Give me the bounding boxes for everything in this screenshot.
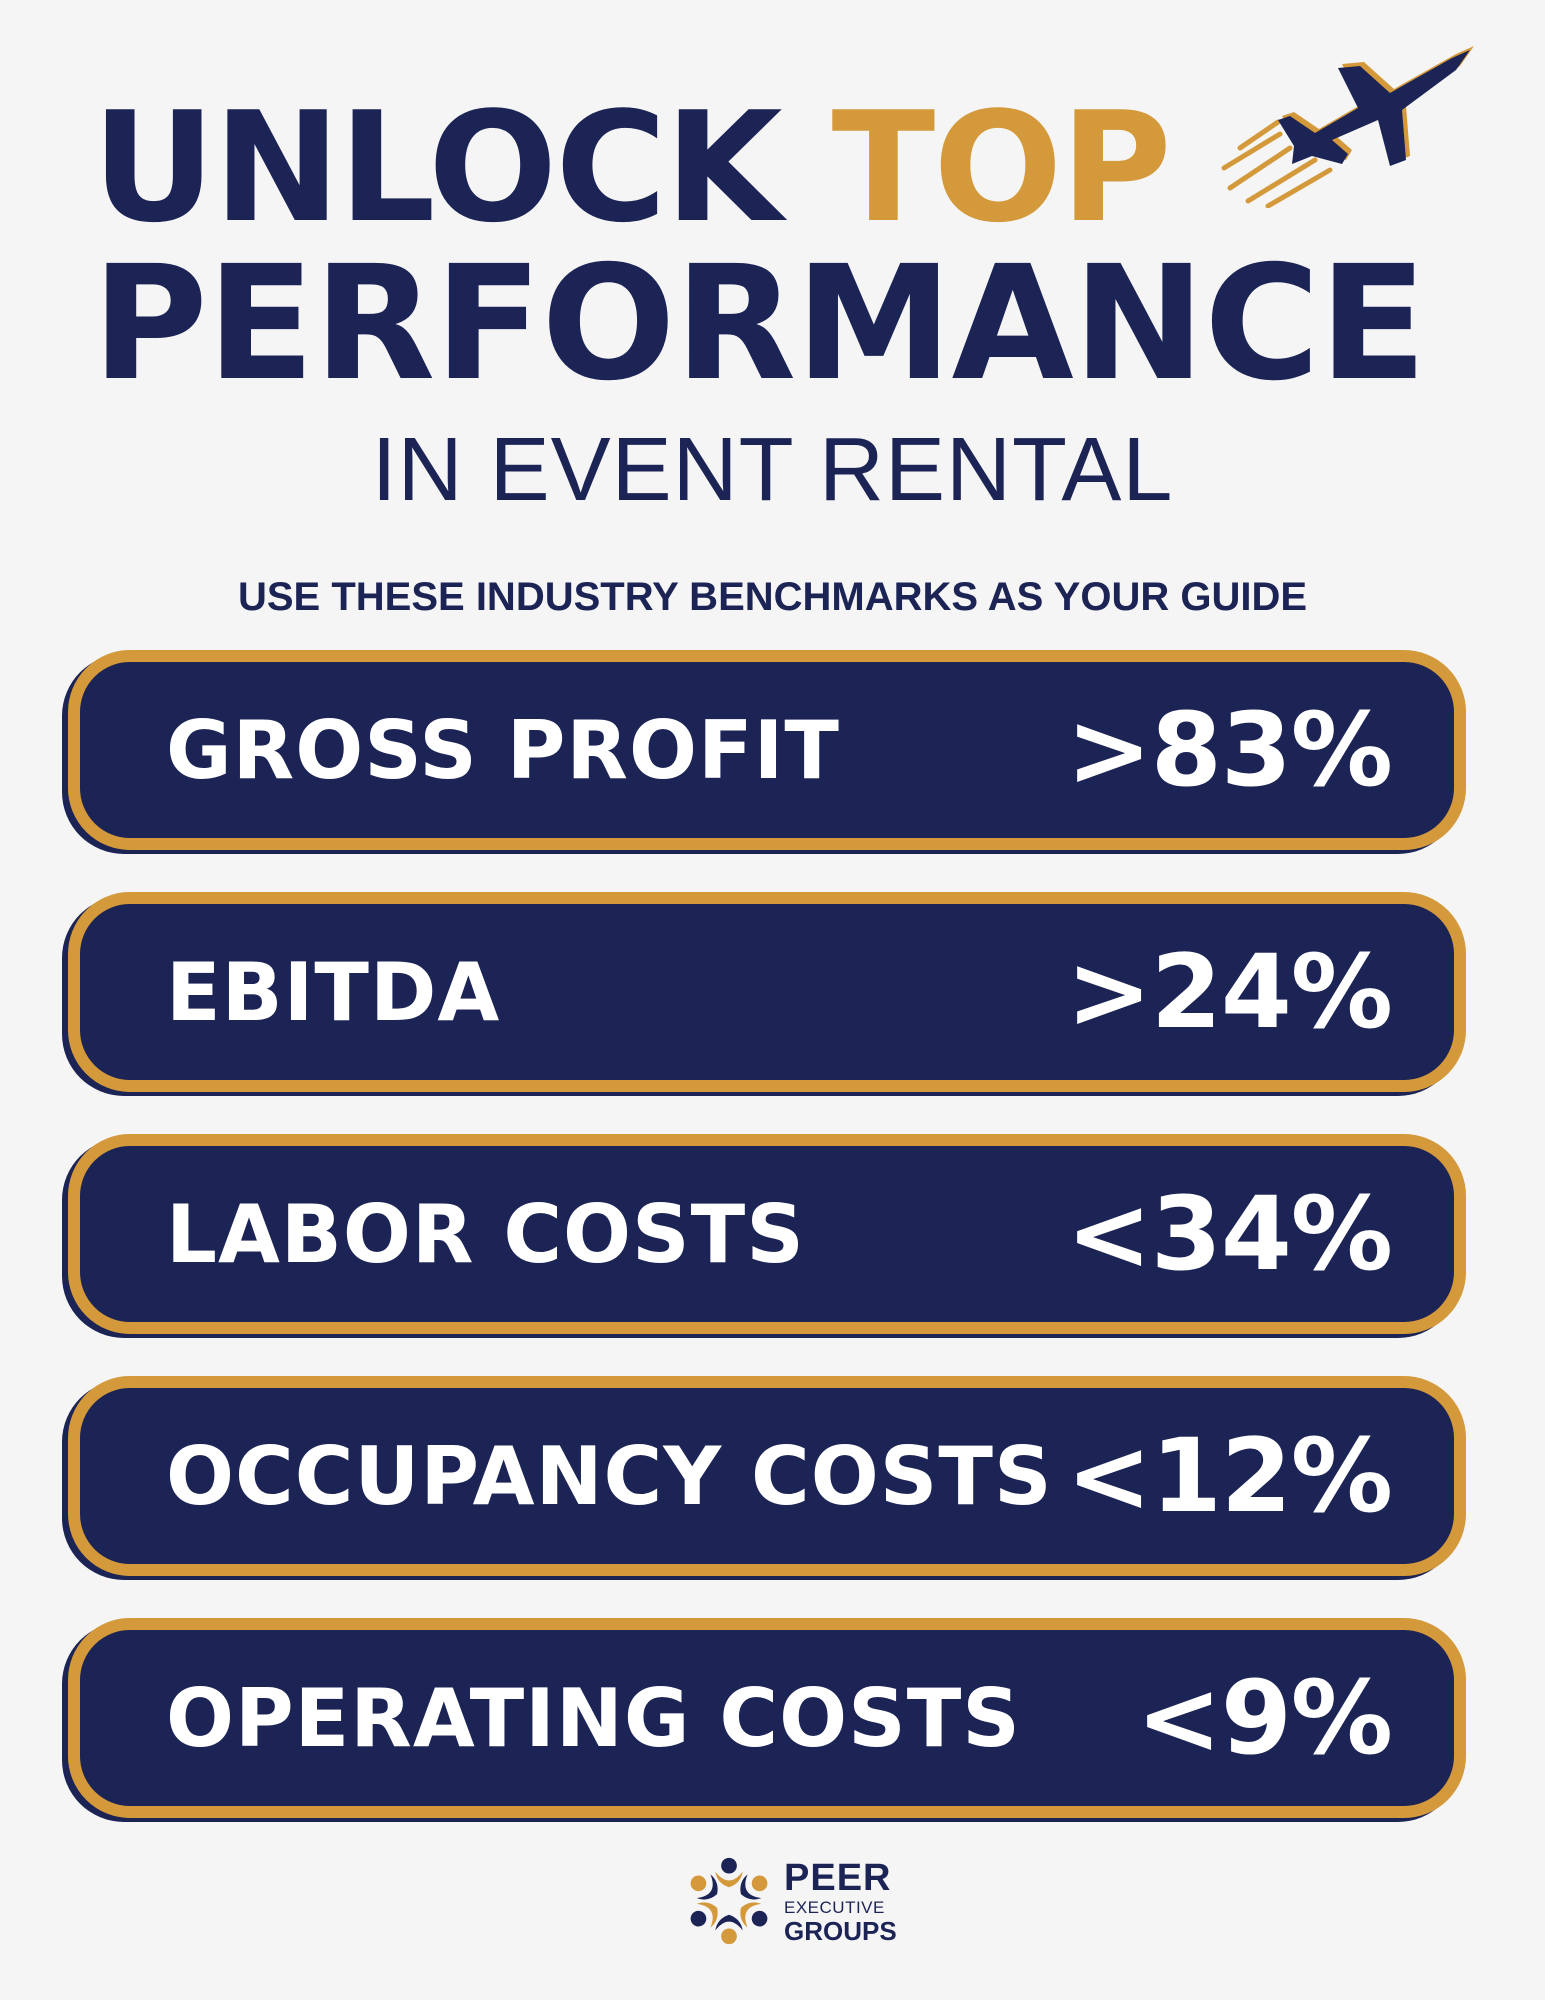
benchmark-label: GROSS PROFIT xyxy=(166,703,840,797)
benchmark-label: OPERATING COSTS xyxy=(166,1671,1021,1765)
logo-line-groups: GROUPS xyxy=(784,1915,897,1946)
headline-performance: PERFORMANCE xyxy=(92,232,1427,416)
logo-line-executive: EXECUTIVE xyxy=(784,1897,885,1917)
benchmark-card-occupancy-costs: OCCUPANCY COSTS <12% xyxy=(68,1376,1466,1576)
headline-line1: UNLOCK TOP xyxy=(92,90,1426,246)
benchmark-card-operating-costs: OPERATING COSTS <9% xyxy=(68,1618,1466,1818)
headline: UNLOCK TOP PERFORMANCE xyxy=(92,90,1427,416)
benchmark-card-gross-profit: GROSS PROFIT >83% xyxy=(68,650,1466,850)
benchmark-label: LABOR COSTS xyxy=(166,1187,805,1281)
logo-line-peer: PEER xyxy=(784,1856,892,1899)
benchmark-card-ebitda: EBITDA >24% xyxy=(68,892,1466,1092)
benchmark-value: >83% xyxy=(1066,690,1393,810)
benchmark-value: >24% xyxy=(1066,932,1393,1052)
peer-executive-groups-logo: PEER EXECUTIVE GROUPS xyxy=(680,1852,897,1950)
benchmark-value: <12% xyxy=(1066,1416,1393,1536)
tagline: USE THESE INDUSTRY BENCHMARKS AS YOUR GU… xyxy=(237,575,1308,619)
benchmark-label: OCCUPANCY COSTS xyxy=(166,1429,1053,1523)
subtitle: IN EVENT RENTAL xyxy=(371,420,1174,520)
benchmark-value: <34% xyxy=(1066,1174,1393,1294)
benchmark-card-labor-costs: LABOR COSTS <34% xyxy=(68,1134,1466,1334)
benchmark-label: EBITDA xyxy=(166,945,501,1039)
logo-wordmark: PEER EXECUTIVE GROUPS xyxy=(784,1859,897,1944)
peer-groups-logo-icon xyxy=(690,1857,768,1945)
headline-unlock: UNLOCK xyxy=(92,79,783,256)
headline-top: TOP xyxy=(831,79,1172,256)
jet-icon xyxy=(1221,46,1474,208)
benchmark-value: <9% xyxy=(1136,1658,1393,1778)
